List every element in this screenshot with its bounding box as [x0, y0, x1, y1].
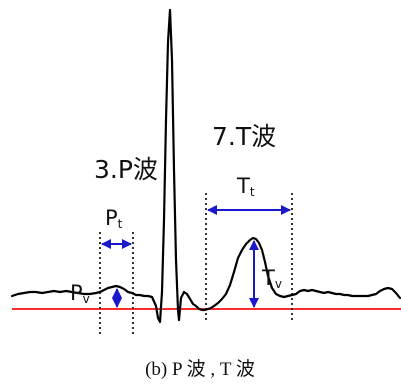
- figure-caption: (b) P 波 , T 波: [145, 358, 255, 380]
- t-wave-title: 7.T波: [212, 122, 276, 151]
- p-amplitude-label: Pv: [70, 281, 90, 306]
- ecg-signal-trace: [10, 8, 401, 324]
- t-amplitude-label: Tv: [261, 266, 282, 291]
- p-wave-title: 3.P波: [94, 155, 158, 184]
- t-interval-label: Tt: [236, 174, 255, 199]
- p-interval-label: Pt: [105, 206, 123, 231]
